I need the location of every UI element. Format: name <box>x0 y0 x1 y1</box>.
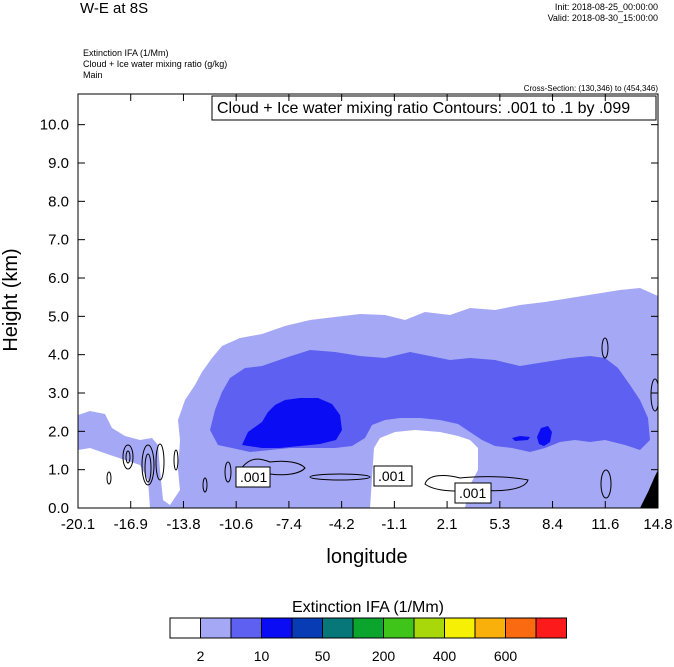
x-tick-label: -20.1 <box>61 516 95 533</box>
colorbar-title: Extinction IFA (1/Mm) <box>292 599 444 616</box>
contour-label: .001 <box>459 485 486 501</box>
y-tick-label: 6.0 <box>48 270 69 287</box>
x-tick-label: -13.8 <box>166 516 200 533</box>
contour-line <box>650 378 658 412</box>
contour-label-box <box>454 482 492 504</box>
contour-line <box>144 453 152 483</box>
contour-line <box>173 449 179 471</box>
contour-label-boxes <box>235 465 492 504</box>
contour-line <box>224 461 232 483</box>
colorbar-swatch <box>200 617 232 639</box>
y-tick-label: 4.0 <box>48 347 69 364</box>
y-tick-label: 8.0 <box>48 193 69 210</box>
colorbar-swatch <box>444 617 476 639</box>
y-axis-title: Height (km) <box>0 248 22 351</box>
colorbar-swatch <box>352 617 384 639</box>
y-tick-label: 9.0 <box>48 155 69 172</box>
colorbar-swatch <box>474 617 506 639</box>
colorbar-label: 10 <box>254 648 270 664</box>
plot-frame <box>77 93 659 509</box>
contour-label: .001 <box>378 468 405 484</box>
field-name-mixing-ratio: Cloud + Ice water mixing ratio (g/kg) <box>83 59 228 69</box>
y-tick-label: 2.0 <box>48 423 69 440</box>
terrain <box>640 470 658 508</box>
colorbar-swatch <box>291 617 323 639</box>
contour-label: .001 <box>240 469 267 485</box>
contour-line <box>600 469 612 499</box>
axis-tick-labels: 0.0 1.0 2.0 3.0 4.0 5.0 6.0 7.0 8.0 9.0 10.0 -20.1 -… <box>40 117 673 533</box>
y-tick-label: 3.0 <box>48 385 69 402</box>
y-tick-label: 7.0 <box>48 232 69 249</box>
colorbar-swatch <box>261 617 293 639</box>
colorbar-swatch <box>322 617 354 639</box>
contour-info: Cloud + Ice water mixing ratio Contours:… <box>217 100 630 117</box>
field-name-extinction: Extinction IFA (1/Mm) <box>83 48 169 58</box>
colorbar-swatch <box>169 617 201 639</box>
y-tick-label: 0.0 <box>48 500 69 517</box>
x-tick-label: 8.4 <box>542 516 563 533</box>
y-tick-label: 1.0 <box>48 462 69 479</box>
colorbar-swatch <box>383 617 415 639</box>
x-axis-title: longitude <box>326 546 407 568</box>
colorbar-swatch <box>230 617 262 639</box>
contour-label-box <box>235 466 271 488</box>
x-tick-label: 2.1 <box>437 516 458 533</box>
cross-section-label: Cross-Section: (130,346) to (454,346) <box>523 84 658 93</box>
x-tick-label: 11.6 <box>591 516 619 533</box>
clear-gap-center <box>370 430 478 508</box>
colorbar-label: 200 <box>372 648 396 664</box>
y-tick-label: 5.0 <box>48 308 69 325</box>
colorbar-label: 400 <box>433 648 457 664</box>
colorbar-swatch <box>413 617 445 639</box>
valid-time: Valid: 2018-08-30_15:00:00 <box>547 13 658 23</box>
x-tick-label: -1.1 <box>381 516 407 533</box>
x-tick-label: -7.4 <box>276 516 302 533</box>
y-tick-label: 10.0 <box>40 117 69 134</box>
contour-line <box>155 443 165 481</box>
region-50-200-small <box>537 426 552 446</box>
colorbar-swatch <box>535 617 567 639</box>
x-tick-label: -4.2 <box>329 516 355 533</box>
region-50-200-dot <box>512 436 530 441</box>
contour-line <box>202 477 208 493</box>
contour-line <box>122 444 134 470</box>
contour-line <box>601 337 609 359</box>
colorbar <box>169 617 567 639</box>
colorbar-label: 2 <box>197 648 205 664</box>
x-tick-label: 5.3 <box>489 516 510 533</box>
region-50-200 <box>242 398 342 448</box>
colorbar-labels: 2 10 50 200 400 600 <box>197 648 518 664</box>
colorbar-label: 50 <box>315 648 331 664</box>
contour-line <box>309 473 371 481</box>
contour-line <box>125 450 131 464</box>
contour-label-box <box>373 465 413 487</box>
colorbar-swatch <box>505 617 537 639</box>
init-time: Init: 2018-08-25_00:00:00 <box>554 2 658 12</box>
contour-line <box>106 471 112 485</box>
contour-info-box <box>211 95 657 121</box>
field-name-main: Main <box>83 70 103 80</box>
contour-line <box>141 444 155 486</box>
x-tick-label: -10.6 <box>219 516 253 533</box>
colorbar-label: 600 <box>494 648 518 664</box>
x-tick-label: -16.9 <box>114 516 148 533</box>
x-tick-label: 14.8 <box>643 516 672 533</box>
axis-ticks <box>77 94 659 509</box>
plot-title: W-E at 8S <box>80 0 149 17</box>
shaded-field: .001 .001 .001 <box>78 288 658 508</box>
